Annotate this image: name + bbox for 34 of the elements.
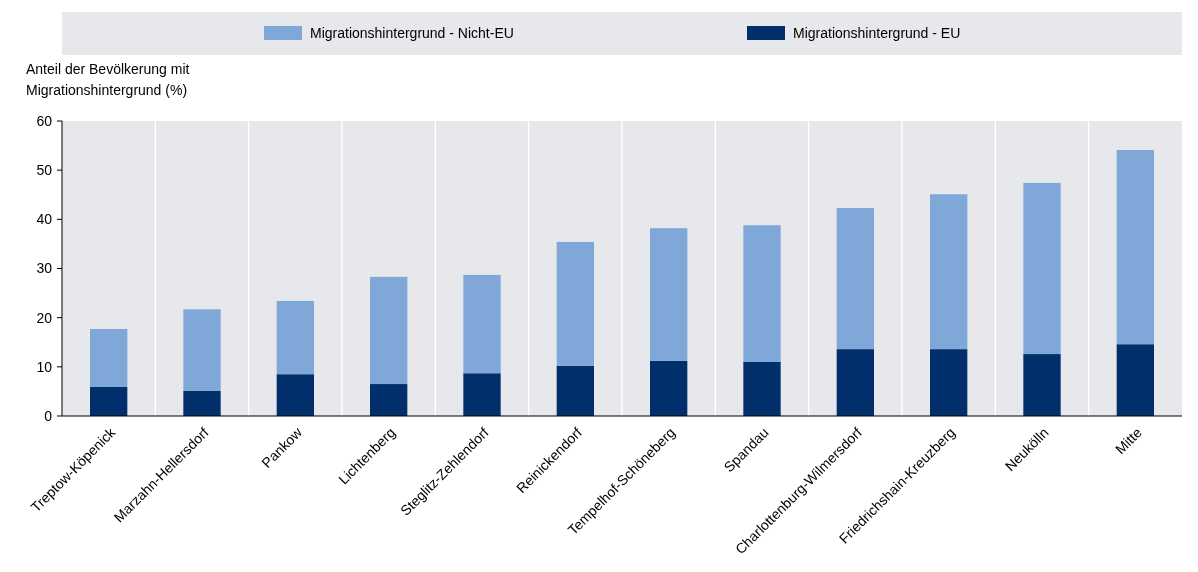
- bar: [463, 373, 501, 416]
- bar: [930, 194, 968, 350]
- y-tick-label: 50: [36, 162, 53, 179]
- y-axis-title: Anteil der Bevölkerung mit Migrationshintergrund (%): [26, 61, 190, 98]
- bar: [370, 384, 408, 416]
- bar: [556, 365, 594, 416]
- bar: [90, 328, 128, 387]
- bar: [276, 374, 314, 416]
- bar: [1023, 354, 1061, 416]
- bar: [650, 360, 688, 416]
- bar: [1116, 344, 1154, 416]
- y-tick-label: 30: [36, 260, 53, 277]
- bar: [836, 208, 874, 350]
- bar: [370, 276, 408, 385]
- legend-label: Migrationshintergrund - EU: [793, 25, 961, 41]
- bar: [463, 274, 501, 374]
- y-tick-label: 40: [36, 211, 53, 228]
- y-tick-label: 60: [36, 112, 53, 129]
- y-tick-label: 0: [44, 407, 53, 424]
- bar: [556, 241, 594, 366]
- bar: [183, 309, 221, 391]
- bar: [1116, 150, 1154, 345]
- bar: [743, 225, 781, 362]
- bar: [90, 386, 128, 416]
- legend-label: Migrationshintergrund - Nicht-EU: [310, 25, 514, 41]
- bar: [650, 228, 688, 361]
- bar: [183, 390, 221, 416]
- y-tick-label: 10: [36, 358, 53, 375]
- bar: [743, 361, 781, 416]
- bar: [1023, 182, 1061, 355]
- bar: [930, 349, 968, 416]
- y-tick-label: 20: [36, 309, 53, 326]
- bar: [836, 349, 874, 416]
- bar: [276, 300, 314, 375]
